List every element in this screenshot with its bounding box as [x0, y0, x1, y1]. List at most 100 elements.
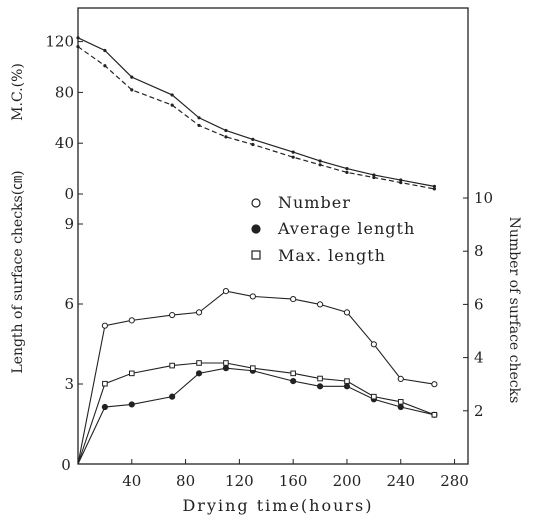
- legend: Number Average length Max. length: [251, 193, 415, 265]
- x-tick-label: 200: [333, 472, 362, 490]
- point-max-length: [290, 370, 296, 377]
- mc-point: [251, 142, 255, 147]
- y-right-tick-label: 4: [474, 349, 484, 367]
- y-upper-tick-label: 0: [64, 185, 74, 203]
- point-max-length: [196, 360, 202, 366]
- point-average-length: [316, 383, 324, 390]
- point-number: [431, 381, 438, 388]
- point-max-length: [371, 393, 377, 400]
- point-max-length: [397, 399, 404, 405]
- point-average-length: [195, 370, 203, 377]
- legend-label-number: Number: [278, 193, 351, 212]
- point-number: [128, 317, 135, 324]
- mc-point: [399, 180, 403, 185]
- mc-point: [197, 123, 201, 128]
- point-max-length: [344, 378, 350, 384]
- mc-point: [432, 184, 436, 188]
- y-axis-title-upper-left: M.C.(%): [10, 63, 26, 121]
- mc-point: [318, 163, 322, 167]
- y-upper-tick-label: 120: [45, 33, 74, 51]
- mc-point: [224, 135, 228, 139]
- mc-line-dashed: [77, 46, 435, 190]
- point-max-length: [431, 411, 438, 418]
- y-lower-tick-label: 9: [64, 215, 74, 233]
- y-lower-tick-label: 6: [64, 295, 74, 313]
- point-max-length: [223, 360, 229, 366]
- point-max-length: [317, 375, 323, 382]
- mc-point: [291, 150, 295, 154]
- y-upper-tick-label: 40: [55, 134, 74, 152]
- point-average-length: [169, 393, 176, 400]
- mc-point: [399, 178, 403, 182]
- point-number: [370, 341, 377, 348]
- point-average-length: [397, 403, 404, 411]
- mc-point: [170, 103, 174, 107]
- mc-point: [103, 64, 107, 68]
- y-upper-tick-label: 80: [55, 83, 74, 101]
- x-tick-label-origin: 0: [61, 456, 71, 474]
- mc-line-solid: [77, 37, 435, 187]
- legend-label-average-length: Average length: [277, 219, 415, 238]
- x-tick-label: 240: [386, 472, 415, 490]
- x-tick-label: 160: [279, 472, 308, 490]
- mc-point: [432, 187, 436, 191]
- mc-point: [224, 128, 228, 133]
- mc-point: [103, 48, 107, 53]
- y-right-tick-label: 6: [474, 295, 484, 313]
- point-max-length: [250, 365, 256, 371]
- tick-marks: [78, 41, 468, 464]
- x-tick-label: 80: [176, 472, 195, 490]
- point-max-length: [128, 370, 135, 377]
- point-average-length: [128, 401, 135, 408]
- plot-frame: [77, 7, 469, 465]
- point-number: [249, 293, 256, 300]
- mc-point: [345, 167, 349, 171]
- x-tick-label: 120: [225, 472, 254, 490]
- point-max-length: [102, 380, 108, 387]
- y-lower-tick-label: 3: [64, 375, 74, 393]
- y-right-tick-label: 2: [474, 402, 484, 420]
- y-axis-title-lower-left: Length of surface checks(㎝): [10, 170, 26, 373]
- point-average-length: [222, 365, 230, 372]
- legend-marker-average-length: [251, 224, 261, 234]
- legend-marker-max-length: [251, 250, 261, 260]
- mc-point: [251, 137, 255, 141]
- line-number: [77, 290, 435, 465]
- point-average-length: [101, 403, 108, 411]
- mc-point: [372, 175, 376, 180]
- y-right-tick-label: 8: [474, 242, 484, 260]
- y-axis-title-right: Number of surface checks: [506, 217, 522, 404]
- series-markers: [76, 36, 438, 418]
- mc-point: [76, 36, 80, 40]
- mc-point: [318, 159, 322, 163]
- mc-point: [372, 173, 376, 177]
- mc-point: [130, 88, 134, 92]
- point-number: [343, 309, 351, 316]
- point-number: [222, 288, 230, 295]
- tick-labels: 40 80 120 160 200 240 280 0 120 80 40 0 9 6 3 10 8 6 4 2: [45, 33, 493, 490]
- line-max-length: [77, 362, 435, 465]
- x-axis-title: Drying time(hours): [182, 496, 373, 515]
- mc-point: [130, 75, 134, 79]
- legend-label-max-length: Max. length: [278, 246, 386, 265]
- line-average-length: [77, 367, 435, 465]
- point-number: [290, 295, 297, 303]
- point-number: [316, 301, 324, 308]
- point-average-length: [290, 378, 297, 385]
- mc-point: [76, 45, 80, 49]
- point-number: [195, 309, 203, 316]
- legend-marker-number: [251, 198, 261, 208]
- point-max-length: [169, 362, 175, 369]
- point-average-length: [343, 383, 351, 390]
- mc-point: [291, 155, 295, 159]
- y-right-tick-label: 10: [474, 189, 493, 207]
- point-number: [169, 311, 176, 319]
- x-tick-label: 40: [122, 472, 141, 490]
- mc-point: [197, 116, 201, 120]
- point-number: [101, 322, 108, 329]
- mc-point: [345, 170, 349, 175]
- point-number: [397, 375, 404, 382]
- mc-point: [170, 93, 174, 97]
- x-tick-label: 280: [440, 472, 469, 490]
